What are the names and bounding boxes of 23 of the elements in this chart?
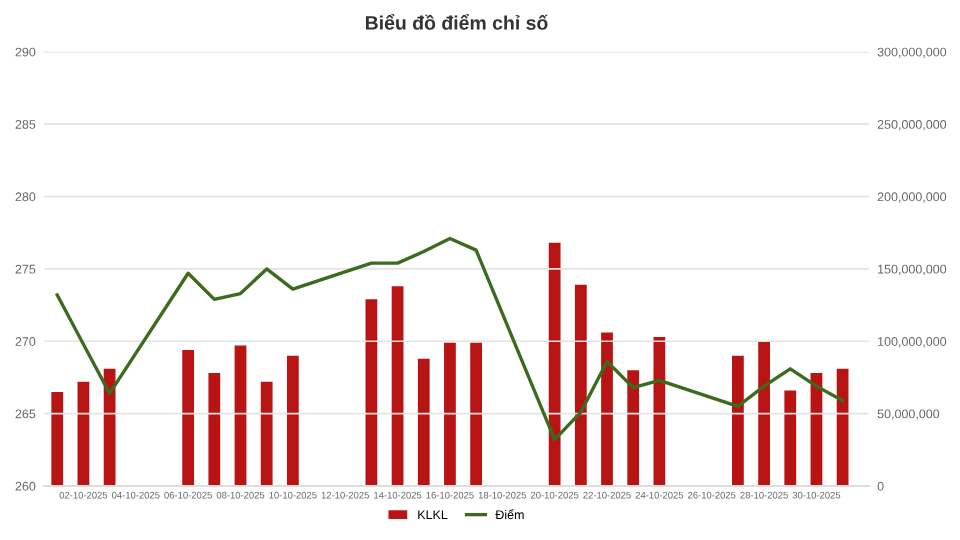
bar — [417, 358, 430, 486]
bar — [784, 390, 797, 486]
bar — [601, 332, 613, 486]
bar — [836, 368, 849, 486]
bar — [732, 355, 744, 486]
bar — [758, 341, 770, 486]
bar — [286, 355, 299, 486]
bar — [208, 373, 221, 486]
chart-title: Biểu đồ điểm chỉ số — [365, 13, 548, 30]
bar — [653, 336, 666, 486]
bar — [51, 391, 64, 486]
bar — [77, 381, 90, 486]
bar — [365, 299, 378, 486]
bar — [182, 349, 195, 486]
bar — [470, 342, 482, 486]
bar — [444, 342, 456, 486]
line-series — [55, 236, 845, 442]
bar — [260, 381, 273, 486]
bar — [234, 345, 247, 486]
bar — [627, 370, 640, 486]
bar — [574, 284, 587, 486]
bar — [548, 242, 561, 486]
bar — [391, 286, 404, 486]
